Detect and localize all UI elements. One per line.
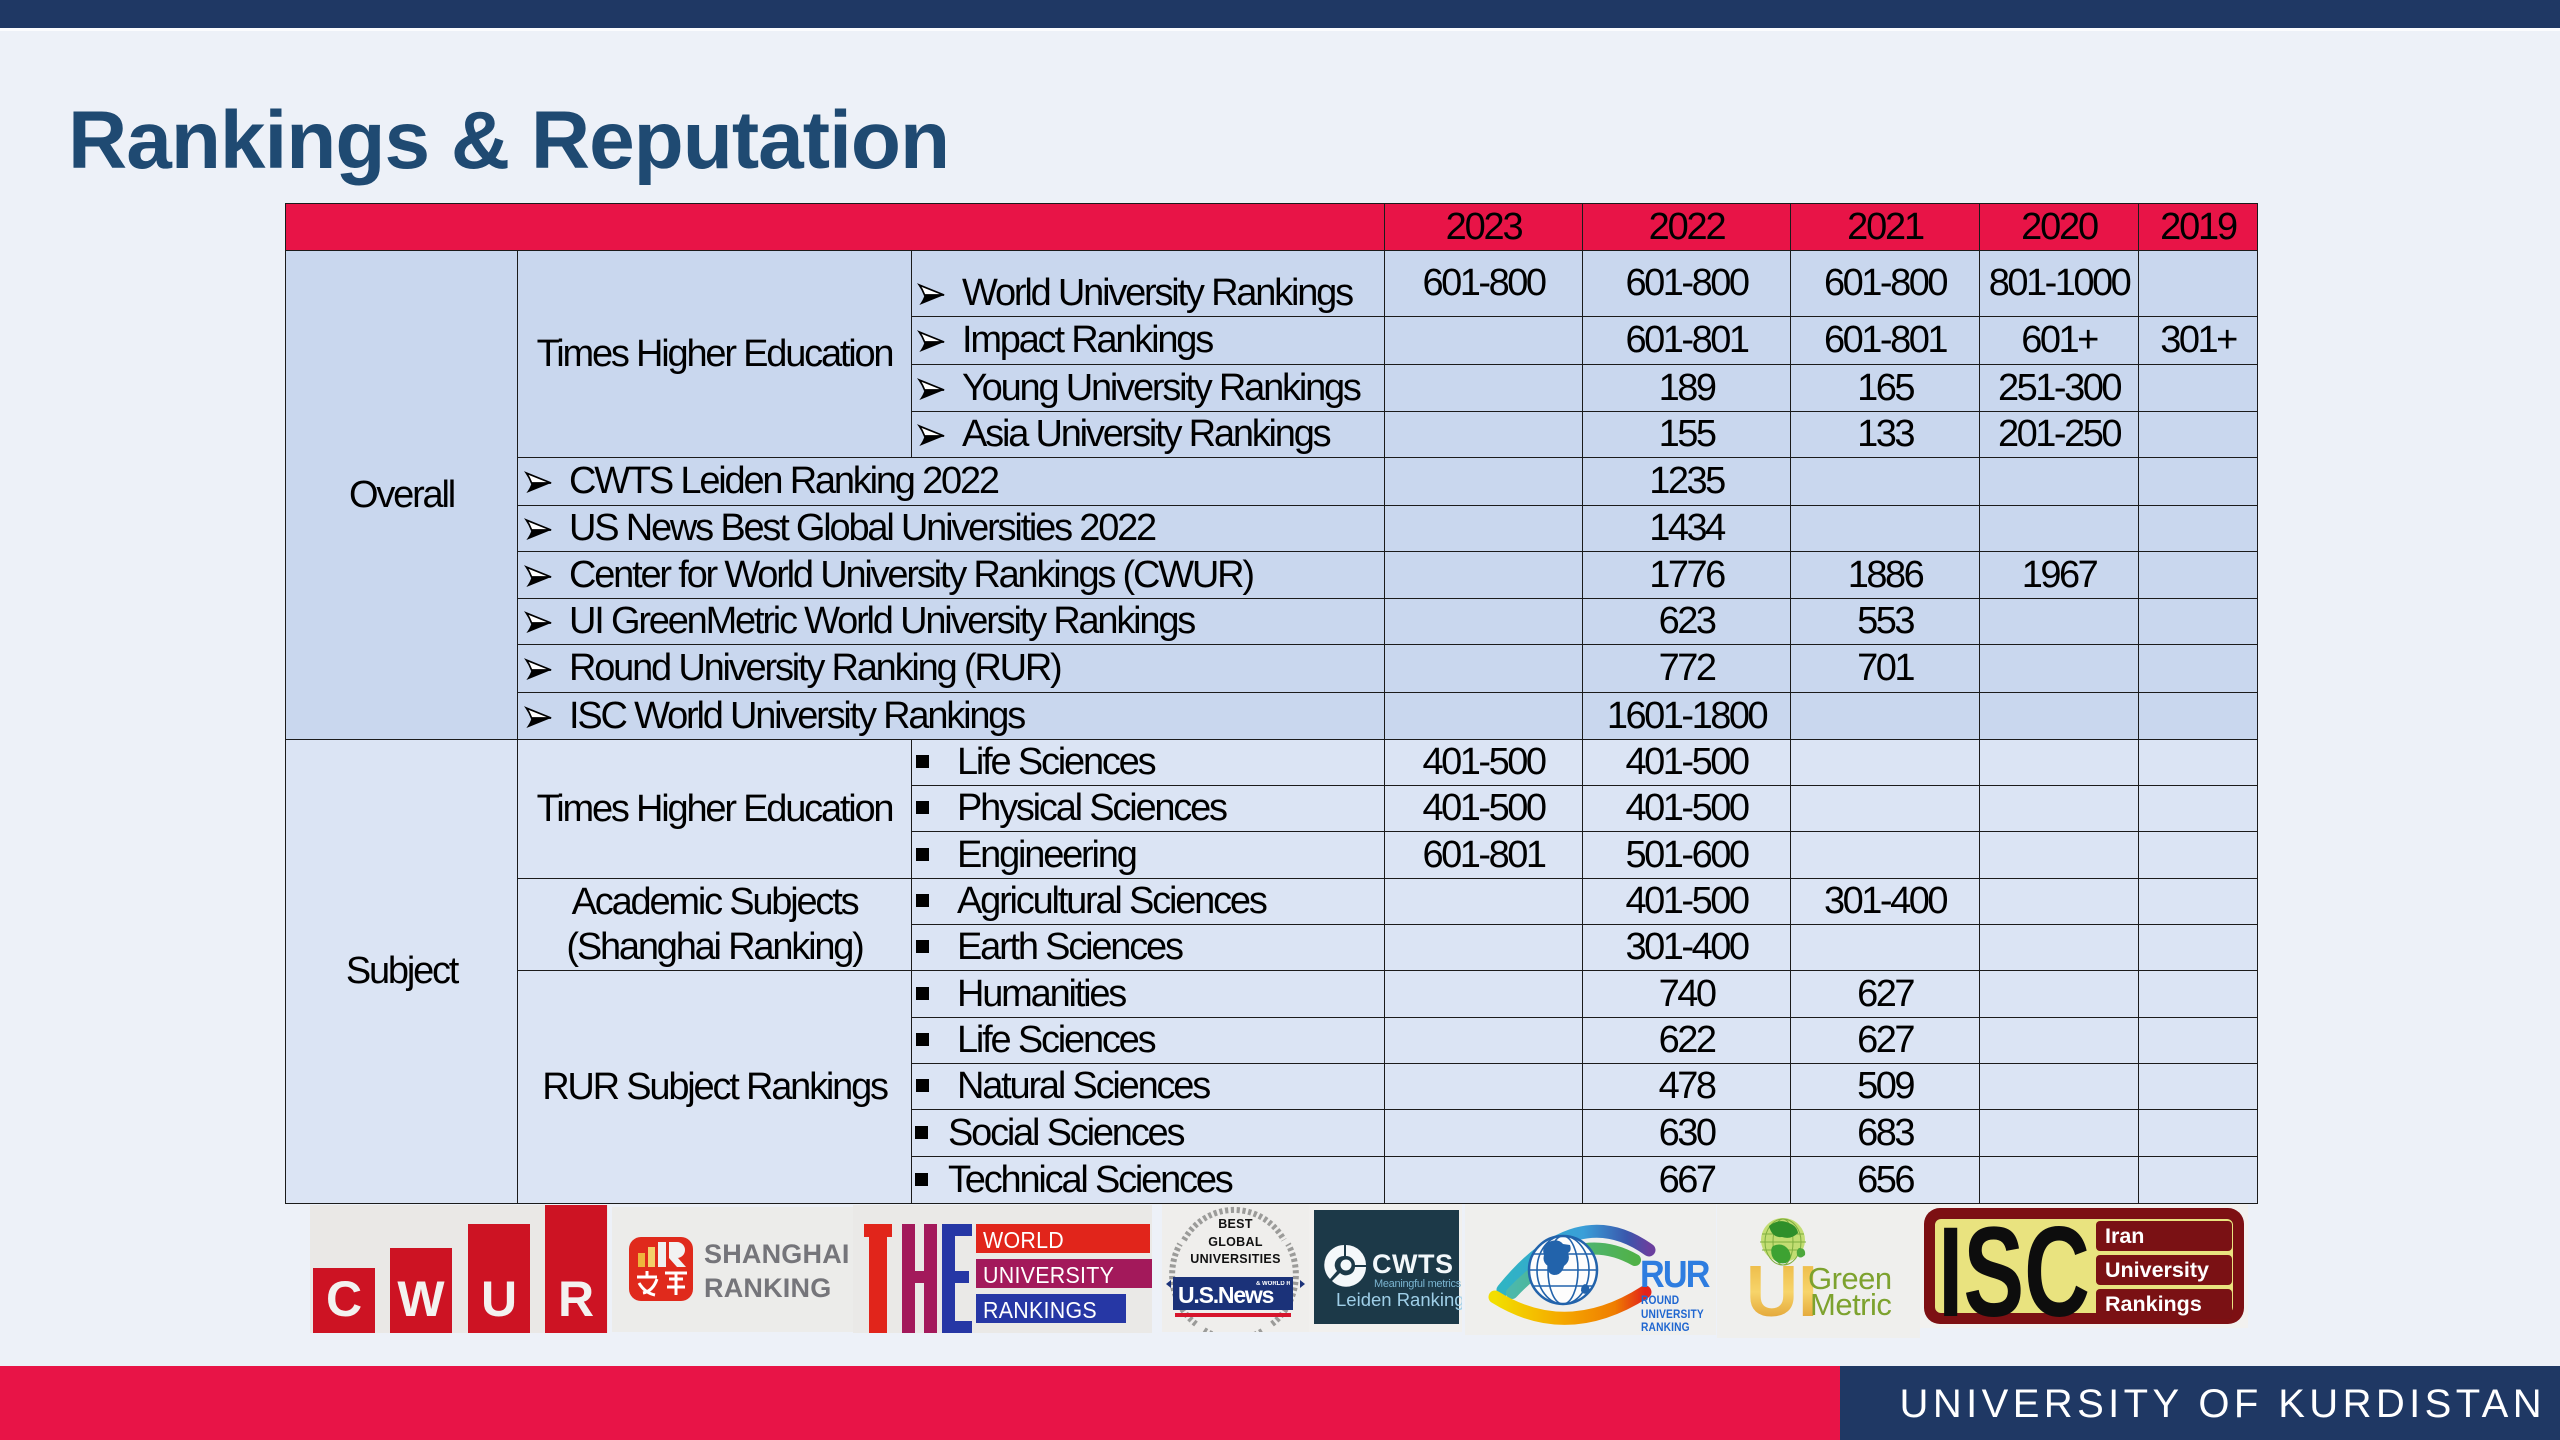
svg-text:UI: UI bbox=[1746, 1252, 1818, 1332]
svg-text:ISC: ISC bbox=[1938, 1220, 2090, 1322]
